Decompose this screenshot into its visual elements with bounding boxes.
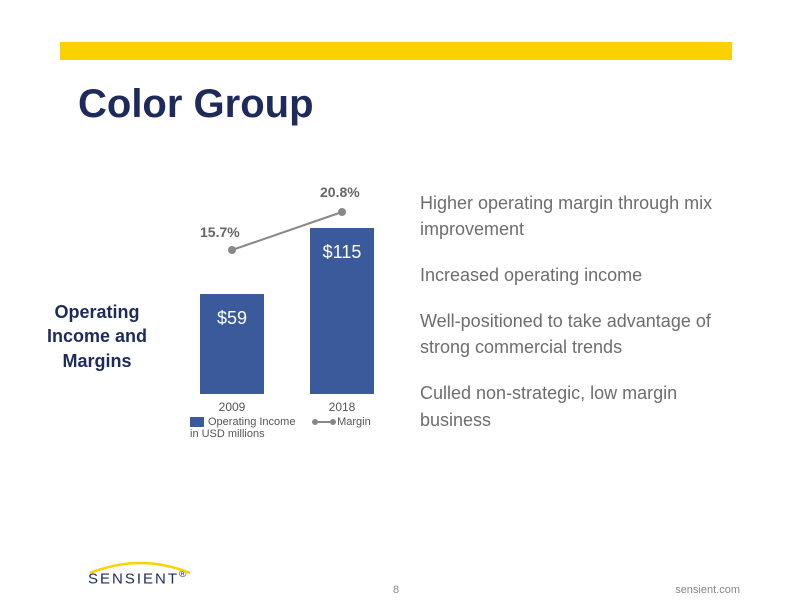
legend-swatch-icon (190, 417, 204, 427)
chart-legend: Operating Income in USD millions Margin (170, 416, 400, 440)
margin-label-1: 15.7% (200, 224, 240, 240)
logo-swoosh-icon (90, 559, 190, 577)
footer-site: sensient.com (675, 584, 740, 596)
bullet-1: Higher operating margin through mix impr… (420, 190, 740, 242)
legend-line-icon (315, 421, 333, 423)
xlabel-1: 2009 (200, 400, 264, 414)
margin-label-2: 20.8% (320, 184, 360, 200)
bar-value-2018: $115 (310, 242, 374, 263)
legend-label-2: Margin (337, 416, 371, 428)
legend-item-1: Operating Income in USD millions (190, 416, 300, 440)
bullet-list: Higher operating margin through mix impr… (420, 190, 740, 453)
logo: SENSIENT® (88, 569, 186, 588)
bullet-4: Culled non-strategic, low margin busines… (420, 380, 740, 432)
bullet-2: Increased operating income (420, 262, 740, 288)
bar-value-2009: $59 (200, 308, 264, 329)
accent-bar (60, 42, 732, 60)
legend-label-1: Operating Income in USD millions (190, 416, 295, 440)
bar-2009: $59 (200, 294, 264, 394)
chart-axis-label: Operating Income and Margins (42, 300, 152, 373)
xlabel-2: 2018 (310, 400, 374, 414)
page-title: Color Group (78, 82, 314, 127)
chart: 15.7% 20.8% $59 $115 2009 2018 Operating… (170, 180, 400, 440)
slide: Color Group Operating Income and Margins… (0, 0, 792, 612)
bar-2018: $115 (310, 228, 374, 394)
page-number: 8 (393, 584, 399, 596)
legend-item-2: Margin (315, 416, 371, 428)
bullet-3: Well-positioned to take advantage of str… (420, 308, 740, 360)
